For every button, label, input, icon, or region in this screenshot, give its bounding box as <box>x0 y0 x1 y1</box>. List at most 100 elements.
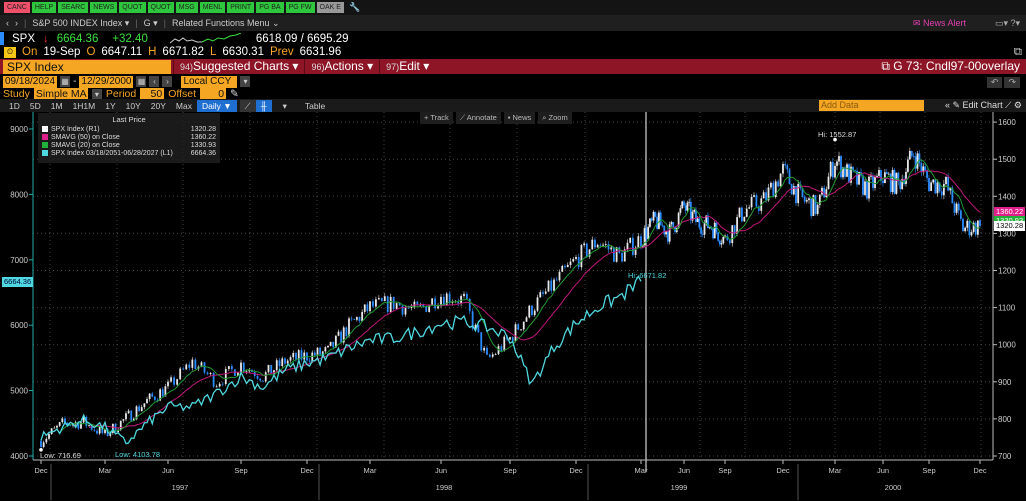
candle <box>278 360 281 367</box>
frequency-dropdown[interactable]: Daily ▼ <box>196 99 237 112</box>
function-button-print[interactable]: PRINT <box>227 2 255 13</box>
candle <box>945 176 947 185</box>
draw-icon[interactable]: ⟋ <box>1005 100 1012 110</box>
function-button-searc[interactable]: SEARC <box>58 2 89 13</box>
function-button-pg-ba[interactable]: PG BA <box>256 2 284 13</box>
candle <box>777 181 780 187</box>
edit-chart-label: Edit Chart <box>962 100 1003 110</box>
start-date-input[interactable]: 09/18/2024 <box>3 75 58 88</box>
candle <box>491 354 494 357</box>
range-1m[interactable]: 1M <box>50 100 63 111</box>
period-input[interactable]: 50 <box>140 88 165 100</box>
candle <box>951 187 954 204</box>
back-button[interactable]: ‹ <box>6 18 9 28</box>
chevron-down-icon[interactable]: ▾ <box>240 76 251 87</box>
forward-button[interactable]: › <box>15 18 18 28</box>
candle <box>626 242 629 250</box>
study-select[interactable]: Simple MA <box>33 88 88 100</box>
function-button-pg-fw[interactable]: PG FW <box>285 2 315 13</box>
candle <box>885 172 888 175</box>
candle <box>82 416 85 423</box>
chevron-down-icon[interactable]: ▾ <box>91 88 102 100</box>
legend-item[interactable]: SPX Index (R1) 1320.28 <box>42 125 216 133</box>
candle <box>750 196 753 208</box>
gear-icon[interactable]: ⚙ <box>1013 100 1022 110</box>
edit-chart-button[interactable]: ✎ Edit Chart <box>952 100 1003 110</box>
range-5d[interactable]: 5D <box>29 100 41 111</box>
chart-name[interactable]: ⧉ G 73: Cndl97-00overlay <box>881 59 1020 74</box>
calendar-icon[interactable]: ▦ <box>60 76 71 87</box>
function-button-menl[interactable]: MENL <box>199 2 226 13</box>
function-button-news[interactable]: NEWS <box>90 2 118 13</box>
window-help-icons[interactable]: ▭▾ ?▾ <box>994 17 1020 28</box>
last-badge-l1: 6664.36 <box>2 277 34 287</box>
candle <box>681 201 684 209</box>
related-functions-menu[interactable]: Related Functions Menu ⌄ <box>171 17 280 28</box>
line-chart-icon[interactable]: ⟋ <box>239 99 256 112</box>
calendar-icon[interactable]: ▦ <box>136 76 147 87</box>
menu-actions[interactable]: 96)Actions ▾ <box>304 59 379 74</box>
candle <box>182 368 185 370</box>
offset-input[interactable]: 0 <box>200 88 227 100</box>
candle <box>311 352 314 362</box>
candle <box>544 291 547 294</box>
candle <box>836 161 838 166</box>
range-1d[interactable]: 1D <box>9 100 20 111</box>
prev-period-button[interactable]: ‹ <box>149 76 160 87</box>
candle <box>303 352 306 360</box>
range-20y[interactable]: 20Y <box>150 100 166 111</box>
range-10y[interactable]: 10Y <box>125 100 141 111</box>
study-label: Study <box>3 88 30 100</box>
add-data-input[interactable]: Add Data <box>819 100 924 111</box>
chart-type-dropdown[interactable]: ▾ <box>282 100 287 111</box>
candle <box>520 329 522 331</box>
popout-icon[interactable]: ⧉ <box>1013 45 1022 58</box>
table-button[interactable]: Table <box>304 100 326 111</box>
tool-news[interactable]: ▪ News <box>503 112 536 124</box>
wrench-icon[interactable]: 🔧 <box>348 2 361 12</box>
candle <box>848 164 850 183</box>
currency-select[interactable]: Local CCY <box>181 75 238 88</box>
range-1y[interactable]: 1Y <box>105 100 116 111</box>
legend-item[interactable]: SMAVG (20) on Close 1330.93 <box>42 141 216 149</box>
tool-zoom[interactable]: ⌕ Zoom <box>538 112 572 124</box>
collapse-icon[interactable]: « <box>944 100 953 110</box>
menu-suggested[interactable]: 94)Suggested Charts ▾ <box>173 59 304 74</box>
range-max[interactable]: Max <box>175 100 192 111</box>
legend-label: SPX Index (R1) <box>51 125 100 133</box>
candle <box>77 422 80 429</box>
candle <box>797 183 800 204</box>
tool-track[interactable]: + Track <box>420 112 453 124</box>
candle <box>901 178 904 190</box>
right-tick-label: 700 <box>998 452 1012 461</box>
next-period-button[interactable]: › <box>162 76 173 87</box>
candle <box>658 212 660 229</box>
candle <box>684 205 687 211</box>
price-chart[interactable]: 1600 1500 1400 1300 1200 1100 1000 900 800 700 900… <box>0 112 1026 501</box>
end-date-input[interactable]: 12/29/2000 <box>79 75 134 88</box>
tool-annotate[interactable]: ⟋ Annotate <box>455 112 501 124</box>
pencil-icon[interactable]: ✎ <box>230 88 239 100</box>
range-1h1m[interactable]: 1H1M <box>72 100 96 111</box>
undo-button[interactable]: ↶ <box>986 77 1003 88</box>
function-button-quot[interactable]: QUOT <box>119 2 146 13</box>
function-button-canc[interactable]: CANC <box>4 2 30 13</box>
candle <box>908 150 911 160</box>
candle <box>707 215 709 229</box>
legend-item[interactable]: SPX Index 03/18/2051-06/28/2027 (L1) 6664… <box>42 149 216 157</box>
candle-chart-icon[interactable]: ╫ <box>255 99 272 112</box>
function-dropdown[interactable]: G ▾ <box>143 17 158 28</box>
candle <box>319 347 322 355</box>
legend-item[interactable]: SMAVG (50) on Close 1360.22 <box>42 133 216 141</box>
function-button-quot[interactable]: QUOT <box>147 2 174 13</box>
security-input[interactable]: SPX Index <box>3 59 171 74</box>
redo-button[interactable]: ↷ <box>1004 77 1020 88</box>
candle <box>125 413 127 420</box>
candle <box>866 181 868 199</box>
function-button-oak-e[interactable]: OAK E <box>316 2 344 13</box>
menu-edit[interactable]: 97)Edit ▾ <box>379 59 435 74</box>
function-button-help[interactable]: HELP <box>31 2 57 13</box>
security-dropdown[interactable]: S&P 500 INDEX Index ▾ <box>32 17 130 28</box>
function-button-msg[interactable]: MSG <box>175 2 198 13</box>
news-alert-link[interactable]: ✉ News Alert <box>913 18 966 29</box>
